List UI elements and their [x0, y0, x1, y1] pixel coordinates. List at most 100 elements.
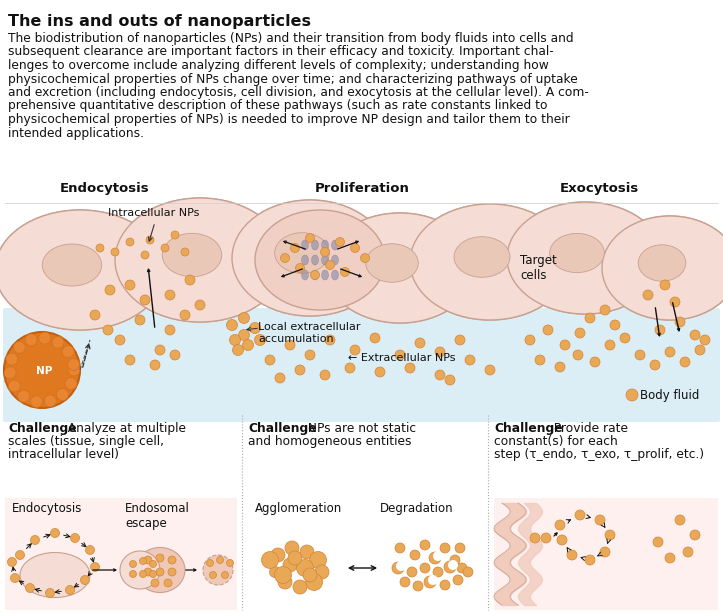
Circle shape [141, 251, 149, 259]
Circle shape [643, 290, 653, 300]
Text: and homogeneous entities: and homogeneous entities [248, 435, 411, 448]
Ellipse shape [161, 231, 220, 279]
Ellipse shape [301, 270, 309, 280]
Ellipse shape [162, 233, 222, 277]
Circle shape [80, 575, 90, 585]
Circle shape [171, 231, 179, 239]
Circle shape [440, 580, 450, 590]
Circle shape [125, 355, 135, 365]
Ellipse shape [135, 548, 185, 593]
Text: The ins and outs of nanoparticles: The ins and outs of nanoparticles [8, 14, 311, 29]
Circle shape [620, 333, 630, 343]
Circle shape [15, 551, 25, 559]
Circle shape [6, 353, 18, 365]
Circle shape [555, 362, 565, 372]
Text: Exocytosis: Exocytosis [560, 182, 639, 195]
Circle shape [605, 530, 615, 540]
Circle shape [90, 310, 100, 320]
Circle shape [424, 576, 436, 588]
Text: lenges to overcome include analyzing different levels of complexity; understandi: lenges to overcome include analyzing dif… [8, 59, 549, 72]
Ellipse shape [232, 200, 388, 316]
Circle shape [557, 535, 567, 545]
Circle shape [350, 345, 360, 355]
Ellipse shape [322, 240, 328, 250]
Circle shape [46, 588, 54, 597]
Text: Body fluid: Body fluid [640, 389, 699, 402]
Circle shape [675, 515, 685, 525]
Circle shape [567, 550, 577, 560]
Circle shape [670, 297, 680, 307]
Ellipse shape [638, 245, 686, 281]
Circle shape [291, 578, 309, 596]
Circle shape [555, 520, 565, 530]
Circle shape [405, 363, 415, 373]
Circle shape [455, 335, 465, 345]
Circle shape [275, 373, 285, 383]
Ellipse shape [332, 240, 338, 250]
Circle shape [396, 561, 406, 571]
Circle shape [30, 395, 43, 408]
Circle shape [440, 543, 450, 553]
Text: Endosomal
escape: Endosomal escape [125, 502, 190, 530]
Ellipse shape [366, 244, 418, 282]
Circle shape [410, 550, 420, 560]
Ellipse shape [115, 198, 285, 322]
Text: step (τ_endo, τ_exo, τ_prolif, etc.): step (τ_endo, τ_exo, τ_prolif, etc.) [494, 448, 704, 461]
Text: Local extracellular
accumulation: Local extracellular accumulation [258, 322, 361, 344]
Circle shape [600, 305, 610, 315]
Ellipse shape [247, 258, 372, 293]
Circle shape [25, 334, 37, 346]
Circle shape [291, 244, 299, 252]
Ellipse shape [12, 270, 148, 306]
Text: Intracellular NPs: Intracellular NPs [108, 208, 200, 218]
Ellipse shape [332, 255, 338, 265]
Ellipse shape [115, 198, 285, 322]
Circle shape [595, 515, 605, 525]
Ellipse shape [325, 213, 475, 323]
Circle shape [407, 567, 417, 577]
Text: physicochemical properties of NPs) is needed to improve NP design and tailor the: physicochemical properties of NPs) is ne… [8, 113, 570, 126]
Circle shape [590, 357, 600, 367]
Text: Endocytosis: Endocytosis [12, 502, 82, 515]
Text: Challenge: Challenge [248, 422, 317, 435]
Text: physicochemical properties of NPs change over time; and characterizing pathways : physicochemical properties of NPs change… [8, 72, 578, 85]
Circle shape [610, 320, 620, 330]
Ellipse shape [20, 553, 90, 597]
Circle shape [665, 553, 675, 563]
Circle shape [170, 350, 180, 360]
Circle shape [164, 579, 172, 587]
Ellipse shape [548, 231, 602, 274]
Circle shape [4, 367, 16, 379]
Circle shape [11, 573, 20, 583]
Circle shape [535, 355, 545, 365]
Circle shape [457, 563, 467, 573]
Circle shape [254, 335, 265, 346]
Circle shape [281, 254, 289, 263]
Circle shape [140, 558, 147, 564]
Ellipse shape [40, 242, 100, 288]
Circle shape [465, 355, 475, 365]
Text: Proliferation: Proliferation [315, 182, 410, 195]
Circle shape [150, 561, 156, 567]
Circle shape [140, 295, 150, 305]
FancyBboxPatch shape [248, 498, 483, 610]
Circle shape [39, 332, 51, 344]
Circle shape [267, 564, 283, 580]
Ellipse shape [636, 243, 684, 283]
Circle shape [146, 236, 154, 244]
Circle shape [525, 335, 535, 345]
Circle shape [283, 558, 297, 572]
Text: and excretion (including endocytosis, cell division, and exocytosis at the cellu: and excretion (including endocytosis, ce… [8, 86, 589, 99]
Circle shape [115, 335, 125, 345]
Ellipse shape [602, 216, 723, 320]
Circle shape [573, 350, 583, 360]
Text: scales (tissue, single cell,: scales (tissue, single cell, [8, 435, 164, 448]
Ellipse shape [615, 268, 723, 299]
Circle shape [309, 577, 320, 588]
Circle shape [299, 562, 310, 573]
Circle shape [325, 335, 335, 345]
Circle shape [303, 568, 317, 582]
Circle shape [317, 567, 328, 578]
Circle shape [265, 554, 275, 565]
Circle shape [283, 540, 301, 556]
